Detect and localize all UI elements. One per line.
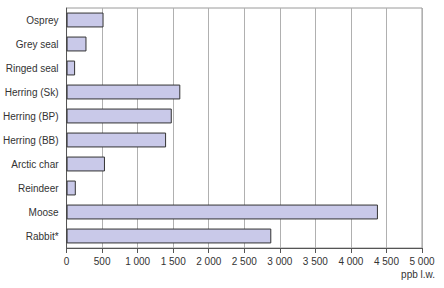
svg-text:Rabbit*: Rabbit* [26,231,59,242]
svg-text:Reindeer: Reindeer [18,183,59,194]
svg-text:ppb l.w.: ppb l.w. [401,269,435,280]
svg-text:Herring (Sk): Herring (Sk) [5,87,59,98]
svg-text:Osprey: Osprey [26,15,58,26]
svg-text:1 500: 1 500 [161,256,186,267]
svg-text:4 500: 4 500 [374,256,399,267]
svg-text:3 500: 3 500 [303,256,328,267]
svg-text:Arctic char: Arctic char [11,159,59,170]
svg-text:Moose: Moose [29,207,59,218]
svg-text:2 000: 2 000 [196,256,221,267]
svg-text:2 500: 2 500 [232,256,257,267]
svg-text:4 000: 4 000 [338,256,363,267]
svg-text:3 000: 3 000 [267,256,292,267]
svg-text:Herring (BP): Herring (BP) [3,111,59,122]
svg-text:Herring (BB): Herring (BB) [3,135,59,146]
svg-text:Grey seal: Grey seal [16,39,59,50]
svg-text:5 000: 5 000 [409,256,434,267]
svg-text:0: 0 [64,256,70,267]
svg-text:Ringed seal: Ringed seal [6,63,59,74]
svg-text:1 000: 1 000 [125,256,150,267]
svg-text:500: 500 [94,256,111,267]
